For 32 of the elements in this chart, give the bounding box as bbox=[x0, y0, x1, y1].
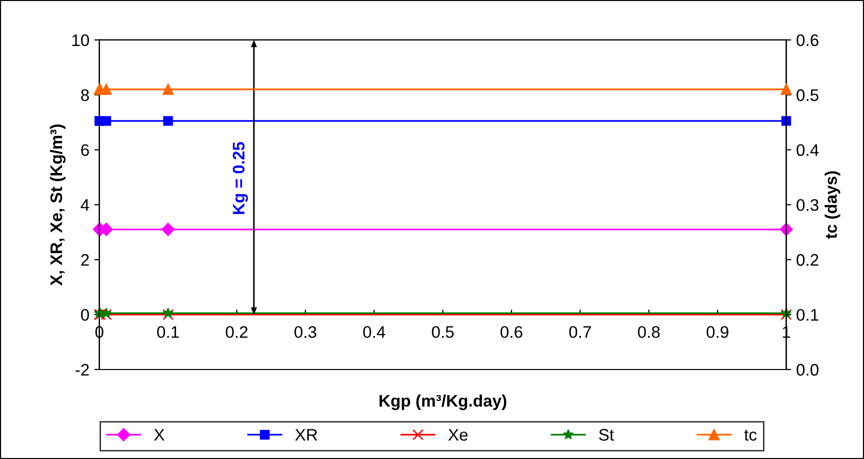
y2-tick-label: 0.5 bbox=[796, 89, 818, 102]
y2-tick-label: 0.4 bbox=[796, 144, 819, 156]
x-tick-label: 0.5 bbox=[432, 326, 454, 338]
x-tick-label: 0.7 bbox=[569, 326, 591, 338]
y2-tick-label: 0.3 bbox=[796, 199, 818, 211]
y-tick-label: -2 bbox=[76, 364, 89, 376]
y2-axis-title: tc (days) bbox=[824, 171, 840, 239]
y2-tick-label: 0.2 bbox=[796, 254, 818, 266]
y-tick-label: 10 bbox=[72, 34, 89, 46]
x-tick-label: 0.1 bbox=[157, 326, 179, 338]
x-axis-title: Kgp (m³/Kg.day) bbox=[380, 394, 506, 410]
y2-tick-label: 0.0 bbox=[796, 364, 818, 376]
y-tick-label: 8 bbox=[81, 89, 89, 102]
x-tick-label: 0.2 bbox=[226, 326, 248, 338]
legend-label: XR bbox=[295, 429, 318, 441]
y-tick-label: 6 bbox=[81, 144, 89, 156]
x-tick-label: 0.8 bbox=[638, 326, 660, 338]
legend-label: St bbox=[599, 428, 614, 441]
y-axis-title: X, XR, Xe, St (Kg/m³) bbox=[50, 124, 66, 286]
x-tick-label: 0.6 bbox=[500, 326, 522, 338]
y-tick-label: 4 bbox=[80, 199, 90, 211]
y-tick-label: 0 bbox=[81, 308, 89, 321]
x-tick-label: 0.3 bbox=[294, 326, 316, 338]
x-tick-label: 0.4 bbox=[363, 326, 386, 338]
y2-tick-label: 0.6 bbox=[796, 34, 818, 46]
legend-label: Xe bbox=[448, 429, 468, 441]
legend-label: tc bbox=[744, 430, 757, 441]
legend-label: X bbox=[154, 429, 164, 441]
y2-tick-label: 0.1 bbox=[796, 308, 818, 321]
annotation: Kg = 0.25 bbox=[232, 142, 248, 214]
x-tick-label: 0.9 bbox=[706, 326, 728, 338]
y-tick-label: 2 bbox=[81, 254, 89, 266]
